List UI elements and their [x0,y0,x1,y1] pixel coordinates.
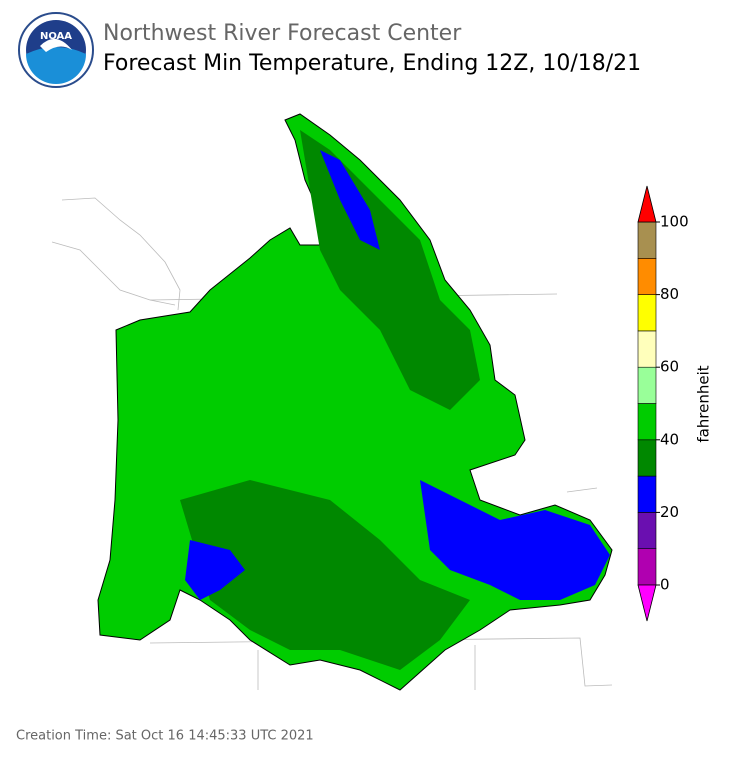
cold-area [180,480,470,670]
creation-time: Creation Time: Sat Oct 16 14:45:33 UTC 2… [16,729,314,744]
colorbar-tick-label: 100 [660,213,689,231]
colorbar-tick-label: 40 [660,430,679,448]
colorbar-tick-label: 0 [660,576,670,594]
colorbar-under [637,584,657,622]
colorbar-bin [637,330,657,368]
freezing-area [320,150,380,250]
colorbar-bin [637,221,657,259]
freezing-area [420,480,610,600]
colorbar-tick-label: 80 [660,285,679,303]
colorbar-bin [637,366,657,404]
colorbar: 0 20 40 60 80 100 [637,185,689,622]
noaa-logo: NOAA [18,12,94,88]
colorbar-bin [637,439,657,477]
colorbar-bin [637,403,657,441]
colorbar-label: fahrenheit [695,365,713,442]
colorbar-bin [637,548,657,586]
colorbar-tick-label: 60 [660,358,679,376]
map [51,113,613,691]
logo-text: NOAA [40,31,72,42]
colorbar-bin [637,512,657,550]
colorbar-tick-label: 20 [660,503,679,521]
org-name: Northwest River Forecast Center [103,21,462,46]
freezing-area [185,540,245,600]
colorbar-over [637,185,657,223]
colorbar-bin [637,475,657,513]
map-title: Forecast Min Temperature, Ending 12Z, 10… [103,51,641,76]
colorbar-bin [637,257,657,295]
colorbar-bin [637,294,657,332]
